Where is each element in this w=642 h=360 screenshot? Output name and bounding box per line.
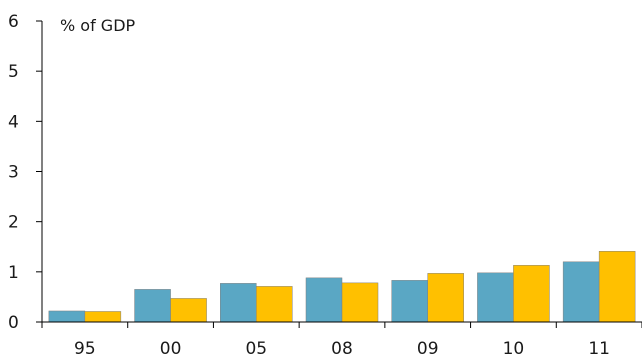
bar-series-2-95: [84, 311, 122, 323]
bar-series-1-10: [477, 272, 514, 323]
y-tick-label: 0: [8, 313, 19, 333]
x-tick-label: 11: [588, 339, 610, 359]
bar-series-1-00: [134, 289, 171, 323]
bar-series-2-09: [427, 273, 464, 323]
bar-series-1-08: [305, 277, 343, 323]
bars: [48, 251, 636, 323]
x-axis-ticks: 95 00 05 08 09 10 11: [41, 322, 642, 359]
bar-series-1-05: [220, 283, 257, 323]
y-tick-label: 6: [8, 12, 19, 32]
x-tick-label: 09: [417, 339, 439, 359]
x-tick-label: 95: [74, 339, 96, 359]
bar-series-1-95: [48, 310, 86, 323]
x-tick-label: 08: [331, 339, 353, 359]
x-tick-label: 05: [245, 339, 267, 359]
y-tick-label: 2: [8, 213, 19, 233]
bar-series-1-11: [562, 261, 600, 323]
bar-series-2-11: [598, 251, 636, 323]
y-axis-ticks: 0 1 2 3 4 5 6: [8, 12, 42, 333]
y-tick-label: 5: [8, 62, 19, 82]
bar-series-2-05: [256, 286, 293, 323]
x-tick-label: 10: [503, 339, 525, 359]
y-tick-label: 1: [8, 263, 19, 283]
y-tick-label: 4: [8, 112, 19, 132]
bar-series-2-08: [341, 282, 379, 323]
y-tick-label: 3: [8, 163, 19, 183]
y-axis-unit-label: % of GDP: [60, 16, 136, 35]
bar-series-2-00: [170, 298, 207, 323]
bar-series-1-09: [391, 280, 428, 323]
bar-series-2-10: [513, 265, 550, 323]
x-tick-label: 00: [160, 339, 182, 359]
